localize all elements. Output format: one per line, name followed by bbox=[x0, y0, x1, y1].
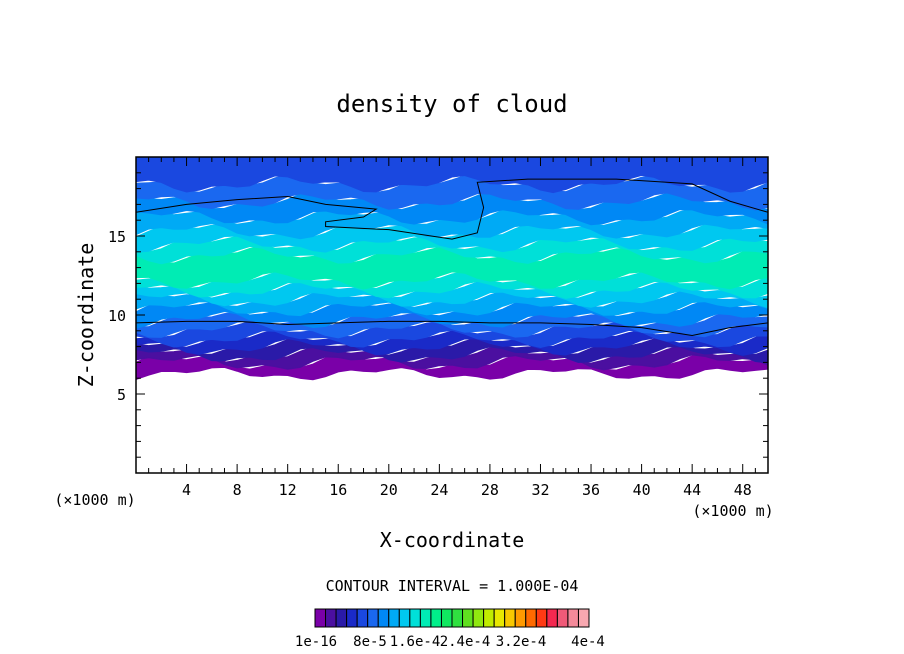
x-tick-label: 8 bbox=[233, 481, 242, 499]
density-band bbox=[136, 191, 768, 226]
colorbar-swatch bbox=[546, 608, 558, 628]
plot-area bbox=[136, 157, 768, 381]
colorbar-swatch bbox=[577, 608, 590, 628]
colorbar-swatch bbox=[472, 608, 485, 628]
density-band bbox=[136, 320, 768, 348]
x-tick-label: 4 bbox=[182, 481, 191, 499]
x-tick-label: 12 bbox=[279, 481, 297, 499]
y-axis-ticks: 5 10 15 bbox=[108, 172, 768, 458]
colorbar-swatch bbox=[483, 608, 495, 628]
x-tick-label: 28 bbox=[481, 481, 499, 499]
colorbar-swatch bbox=[356, 608, 369, 628]
chart-title: density of cloud bbox=[336, 90, 567, 118]
colorbar-swatch bbox=[419, 608, 432, 628]
colorbar-swatch bbox=[367, 608, 379, 628]
colorbar-swatch bbox=[377, 608, 390, 628]
y-tick-label: 10 bbox=[108, 307, 126, 325]
density-band bbox=[136, 235, 768, 265]
colorbar-label: 1.6e-4 bbox=[390, 634, 441, 650]
colorbar-label: 1e-16 bbox=[295, 634, 337, 650]
y-tick-label: 5 bbox=[117, 386, 126, 404]
x-unit-right: (×1000 m) bbox=[692, 502, 773, 520]
colorbar-swatch bbox=[493, 608, 506, 628]
contour-lines bbox=[136, 178, 768, 337]
y-tick-label: 15 bbox=[108, 228, 126, 246]
x-axis-ticks: 4 8 12 16 20 24 28 32 36 40 44 48 bbox=[148, 157, 756, 499]
colorbar-swatch bbox=[388, 608, 400, 628]
density-band bbox=[136, 280, 768, 309]
density-band bbox=[136, 157, 768, 194]
x-tick-label: 20 bbox=[380, 481, 398, 499]
colorbar-swatch bbox=[325, 608, 337, 628]
colorbar-swatch bbox=[514, 608, 527, 628]
x-tick-label: 44 bbox=[683, 481, 701, 499]
colorbar-swatch bbox=[504, 608, 516, 628]
contour-line-upper bbox=[136, 178, 768, 240]
contour-line-lower bbox=[136, 320, 768, 337]
colorbar-swatch bbox=[440, 608, 453, 628]
contour-interval-text: CONTOUR INTERVAL = 1.000E-04 bbox=[326, 577, 579, 595]
colorbar-label: 2.4e-4 bbox=[440, 634, 491, 650]
x-tick-label: 32 bbox=[531, 481, 549, 499]
x-tick-label: 48 bbox=[734, 481, 752, 499]
colorbar-swatch bbox=[314, 608, 327, 628]
colorbar-swatch bbox=[556, 608, 569, 628]
x-axis-label: X-coordinate bbox=[380, 528, 525, 552]
colorbar-swatch bbox=[398, 608, 411, 628]
colorbar-swatch bbox=[430, 608, 442, 628]
colorbar-swatch bbox=[525, 608, 537, 628]
colorbar-label: 3.2e-4 bbox=[496, 634, 547, 650]
colorbar-swatch bbox=[535, 608, 548, 628]
colorbar-swatch bbox=[462, 608, 474, 628]
y-axis-label: Z-coordinate bbox=[74, 243, 98, 388]
x-unit-left: (×1000 m) bbox=[54, 491, 135, 509]
colorbar-swatch bbox=[567, 608, 579, 628]
colorbar-swatch bbox=[346, 608, 358, 628]
colorbar-label: 4e-4 bbox=[571, 634, 605, 650]
x-tick-label: 36 bbox=[582, 481, 600, 499]
colorbar bbox=[314, 608, 590, 628]
colorbar-swatch bbox=[335, 608, 348, 628]
x-tick-label: 40 bbox=[633, 481, 651, 499]
x-tick-label: 24 bbox=[430, 481, 448, 499]
colorbar-swatch bbox=[409, 608, 421, 628]
density-bands bbox=[136, 157, 768, 381]
colorbar-label: 8e-5 bbox=[353, 634, 387, 650]
x-tick-label: 16 bbox=[329, 481, 347, 499]
colorbar-labels: 1e-16 8e-5 1.6e-4 2.4e-4 3.2e-4 4e-4 bbox=[295, 634, 605, 650]
colorbar-swatch bbox=[451, 608, 464, 628]
